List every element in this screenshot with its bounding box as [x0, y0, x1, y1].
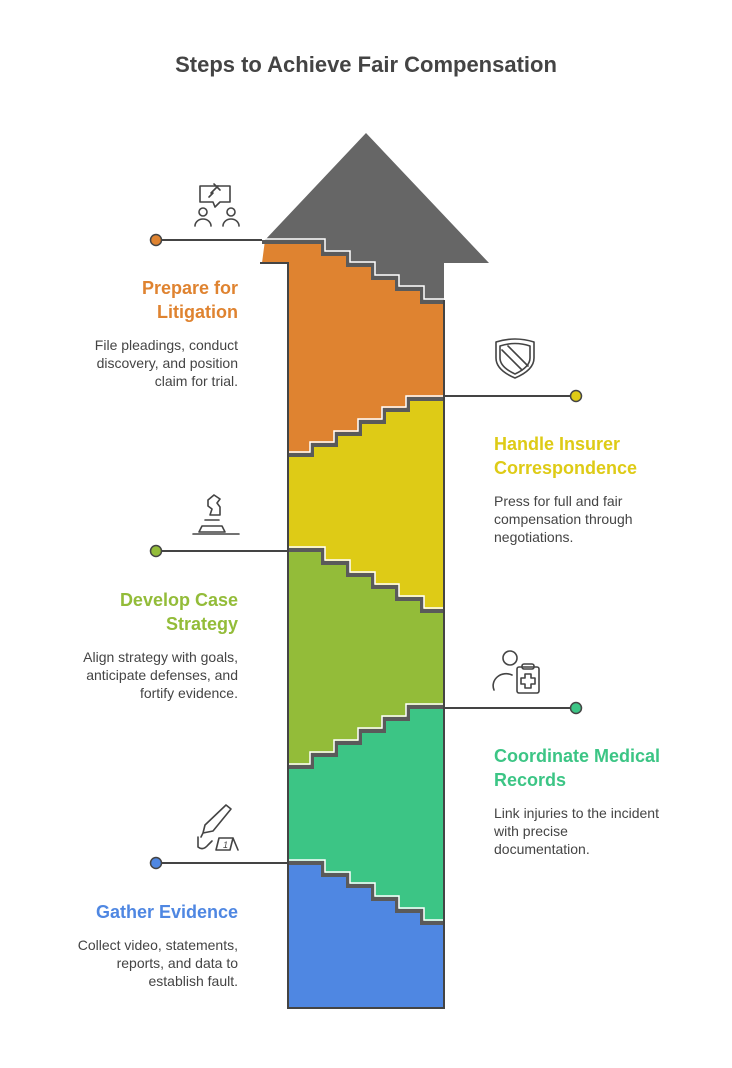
segment-handle-insurer — [288, 397, 444, 609]
title-line: Handle Insurer — [494, 434, 621, 454]
svg-text:1: 1 — [223, 840, 228, 850]
gavel-speech-people-icon — [194, 183, 240, 227]
step-title: Prepare for Litigation — [0, 276, 238, 324]
title-line: Prepare for — [141, 278, 238, 298]
step-medical-records: Coordinate Medical Records Link injuries … — [494, 744, 732, 858]
desc-line: negotiations. — [494, 529, 574, 545]
step-description: Link injuries to the incident with precis… — [494, 804, 732, 858]
desc-line: File pleadings, conduct — [94, 337, 238, 353]
title-line: Gather Evidence — [95, 902, 238, 922]
step-handle-insurer: Handle Insurer Correspondence Press for f… — [494, 432, 732, 546]
shield-icon — [495, 338, 535, 379]
step-description: Collect video, statements, reports, and d… — [0, 936, 238, 990]
connector-dot — [569, 701, 583, 715]
arrow-outline — [260, 262, 445, 1009]
step-title: Coordinate Medical Records — [494, 744, 732, 792]
desc-line: anticipate defenses, and — [86, 667, 238, 683]
title-line: Coordinate Medical — [494, 746, 661, 766]
desc-line: fortify evidence. — [139, 685, 238, 701]
step-description: Align strategy with goals, anticipate def… — [0, 648, 238, 702]
step-prepare-litigation: Prepare for Litigation File pleadings, co… — [0, 276, 238, 390]
desc-line: Collect video, statements, — [77, 937, 238, 953]
title-line: Records — [494, 770, 567, 790]
step-title: Gather Evidence — [0, 900, 238, 924]
title-line: Correspondence — [494, 458, 638, 478]
step-title: Develop Case Strategy — [0, 588, 238, 636]
step-description: Press for full and fair compensation thro… — [494, 492, 732, 546]
arrow-head — [265, 133, 489, 300]
step-title: Handle Insurer Correspondence — [494, 432, 732, 480]
step-develop-strategy: Develop Case Strategy Align strategy with… — [0, 588, 238, 702]
connector-dot — [149, 544, 163, 558]
desc-line: compensation through — [494, 511, 633, 527]
knife-evidence-marker-icon: 1 — [197, 804, 239, 851]
desc-line: Link injuries to the incident — [494, 805, 659, 821]
desc-line: establish fault. — [148, 973, 239, 989]
step-gather-evidence: Gather Evidence Collect video, statement… — [0, 900, 238, 990]
connector-dot — [149, 233, 163, 247]
segment-develop-strategy — [288, 548, 444, 765]
desc-line: Press for full and fair — [494, 493, 623, 509]
chess-knight-icon — [192, 494, 240, 535]
desc-line: discovery, and position — [96, 355, 238, 371]
desc-line: Align strategy with goals, — [83, 649, 238, 665]
step-description: File pleadings, conduct discovery, and po… — [0, 336, 238, 390]
title-line: Strategy — [165, 614, 238, 634]
segment-prepare-litigation — [262, 240, 444, 453]
diagram-title: Steps to Achieve Fair Compensation — [175, 52, 557, 77]
title-line: Develop Case — [119, 590, 238, 610]
connector-dot — [149, 856, 163, 870]
desc-line: documentation. — [494, 841, 590, 857]
segment-gather-evidence — [288, 861, 444, 1008]
desc-line: with precise — [494, 823, 568, 839]
person-medical-clipboard-icon — [492, 650, 540, 694]
connector-dot — [569, 389, 583, 403]
desc-line: reports, and data to — [116, 955, 238, 971]
title-line: Litigation — [157, 302, 238, 322]
segment-medical-records — [288, 705, 444, 921]
desc-line: claim for trial. — [154, 373, 238, 389]
